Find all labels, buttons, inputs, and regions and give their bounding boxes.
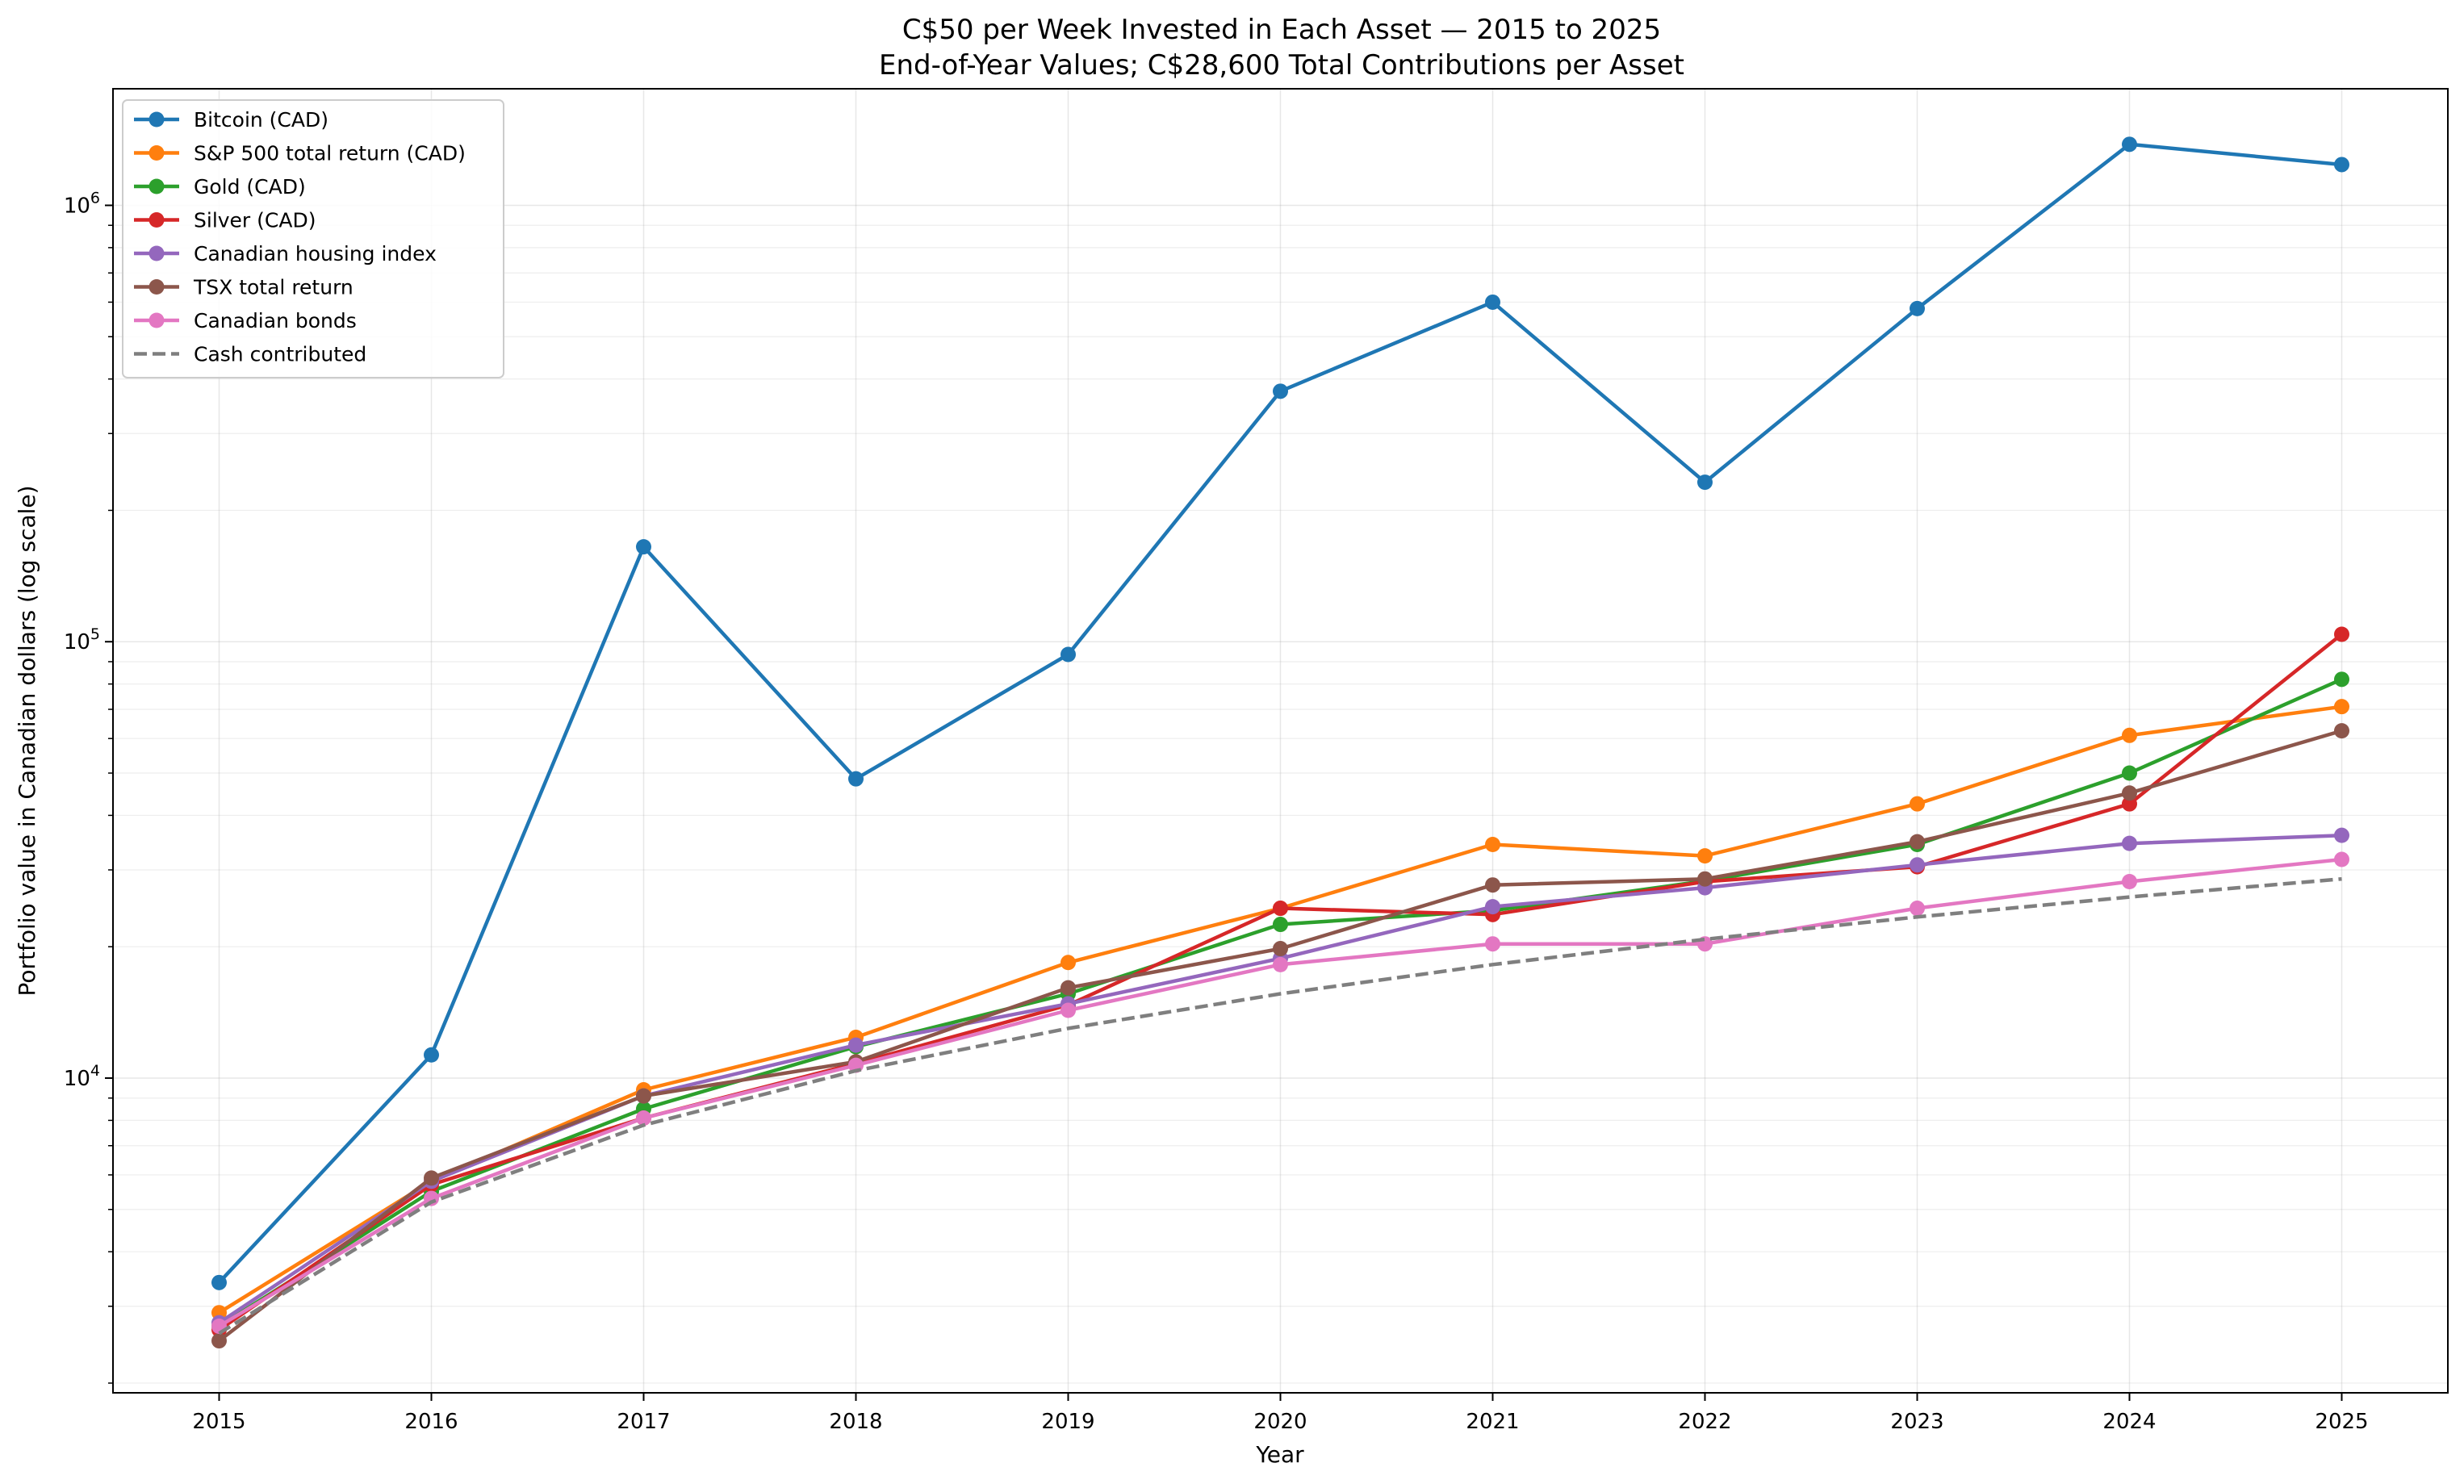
legend-label: Bitcoin (CAD): [194, 108, 328, 132]
data-point: [1273, 956, 1288, 972]
x-tick-label: 2018: [829, 1410, 882, 1434]
legend-entry: Silver (CAD): [134, 209, 316, 232]
data-point: [2122, 835, 2137, 851]
chart-title: C$50 per Week Invested in Each Asset — 2…: [902, 14, 1661, 46]
data-point: [1273, 917, 1288, 933]
y-axis-label: Portfolio value in Canadian dollars (log…: [14, 485, 40, 996]
data-point: [1697, 848, 1713, 864]
legend-label: S&P 500 total return (CAD): [194, 142, 466, 165]
data-point: [2122, 796, 2137, 812]
series-line: [218, 876, 2342, 1336]
data-point: [2122, 874, 2137, 890]
data-point: [1060, 980, 1076, 996]
chart-subtitle: End-of-Year Values; C$28,600 Total Contr…: [879, 49, 1684, 82]
legend-swatch-marker: [149, 212, 165, 228]
data-point: [1697, 474, 1713, 491]
legend-swatch-marker: [149, 178, 165, 194]
x-tick-label: 2016: [404, 1410, 458, 1434]
x-tick-label: 2019: [1041, 1410, 1094, 1434]
data-point: [211, 1333, 227, 1349]
legend-box: [122, 99, 504, 378]
data-point: [424, 1170, 439, 1186]
legend-swatch-marker: [149, 145, 165, 161]
data-point: [1273, 901, 1288, 917]
y-tick-label: 105: [64, 625, 100, 654]
x-tick-label: 2017: [617, 1410, 670, 1434]
data-point: [848, 771, 864, 787]
legend-swatch-marker: [149, 279, 165, 295]
x-tick-label: 2022: [1678, 1410, 1731, 1434]
data-point: [2122, 785, 2137, 801]
y-tick-label: 106: [64, 189, 100, 218]
data-point: [1910, 300, 1925, 316]
legend-entry: Canadian bonds: [134, 309, 357, 332]
data-point: [1273, 941, 1288, 957]
x-tick-label: 2023: [1890, 1410, 1943, 1434]
legend-entry: Bitcoin (CAD): [134, 108, 328, 132]
data-point: [2122, 727, 2137, 743]
series-7: [218, 876, 2342, 1336]
data-point: [1697, 871, 1713, 887]
legend-label: Canadian bonds: [194, 309, 357, 332]
legend-swatch-marker: [149, 312, 165, 328]
data-point: [1910, 857, 1925, 873]
legend-swatch-marker: [149, 245, 165, 261]
series-5: [211, 723, 2349, 1349]
legend-label: Silver (CAD): [194, 209, 316, 232]
data-point: [1910, 901, 1925, 917]
data-point: [1060, 955, 1076, 971]
data-point: [1273, 383, 1288, 399]
series-layer: [211, 136, 2349, 1349]
data-point: [1910, 834, 1925, 850]
data-point: [1485, 294, 1500, 310]
x-tick-label: 2020: [1253, 1410, 1307, 1434]
legend-entry: TSX total return: [134, 276, 353, 299]
data-point: [2122, 765, 2137, 781]
legend-label: Canadian housing index: [194, 242, 437, 265]
y-tick-label: 104: [64, 1062, 100, 1091]
legend-entry: S&P 500 total return (CAD): [134, 142, 466, 165]
data-point: [2334, 671, 2349, 688]
data-point: [1485, 936, 1500, 952]
x-tick-label: 2025: [2315, 1410, 2368, 1434]
series-6: [211, 851, 2349, 1334]
axis-ticks: 2015 2016 2017 2018 2019 2020 2021 2022 2023 2024…: [64, 189, 2369, 1434]
data-point: [424, 1047, 439, 1063]
legend-entry: Gold (CAD): [134, 175, 306, 199]
x-axis-label: Year: [1255, 1441, 1304, 1468]
data-point: [1485, 899, 1500, 915]
x-tick-label: 2021: [1466, 1410, 1519, 1434]
legend-entry: Cash contributed: [134, 343, 366, 366]
data-point: [2334, 827, 2349, 843]
data-point: [1060, 646, 1076, 663]
series-0: [211, 136, 2349, 1290]
legend-swatch-marker: [149, 111, 165, 127]
data-point: [2334, 699, 2349, 715]
legend-label: Cash contributed: [194, 343, 366, 366]
legend-label: TSX total return: [193, 276, 353, 299]
data-point: [1060, 1002, 1076, 1018]
data-point: [636, 1110, 651, 1126]
data-point: [1485, 837, 1500, 853]
data-point: [1910, 796, 1925, 812]
legend-label: Gold (CAD): [194, 175, 306, 199]
data-point: [2334, 851, 2349, 867]
data-point: [636, 539, 651, 555]
data-point: [2334, 626, 2349, 642]
data-point: [2122, 136, 2137, 153]
legend-entry: Canadian housing index: [134, 242, 437, 265]
data-point: [848, 1037, 864, 1053]
data-point: [2334, 723, 2349, 739]
data-point: [1485, 877, 1500, 893]
data-point: [2334, 157, 2349, 173]
data-point: [636, 1088, 651, 1104]
x-tick-label: 2024: [2102, 1410, 2156, 1434]
x-tick-label: 2015: [192, 1410, 245, 1434]
legend: Bitcoin (CAD) S&P 500 total return (CAD) G…: [122, 99, 504, 378]
data-point: [211, 1274, 227, 1290]
